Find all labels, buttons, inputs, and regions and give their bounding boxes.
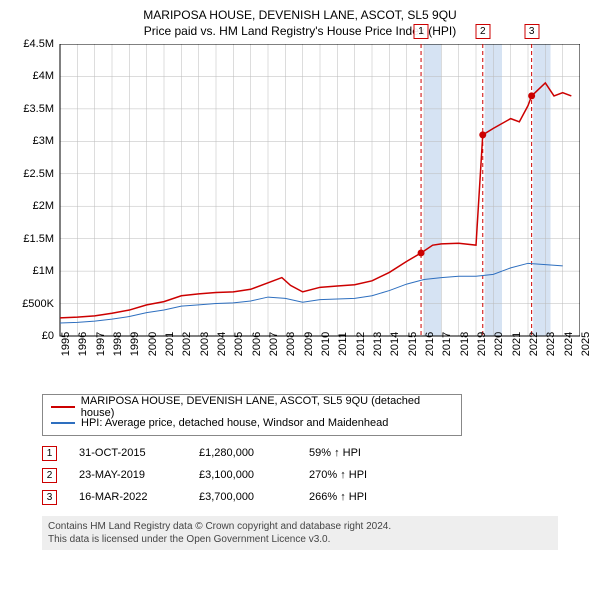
xtick-label: 2012 <box>355 332 367 356</box>
ytick-label: £4.5M <box>23 38 54 50</box>
xtick-label: 2017 <box>441 332 453 356</box>
sale-price-2: £3,100,000 <box>199 469 309 481</box>
xtick-label: 2014 <box>389 332 401 356</box>
xtick-label: 2020 <box>493 332 505 356</box>
sales-table: 1 31-OCT-2015 £1,280,000 59% ↑ HPI 2 23-… <box>42 442 588 508</box>
xtick-label: 2005 <box>233 332 245 356</box>
xtick-label: 1995 <box>60 332 72 356</box>
title-line1: MARIPOSA HOUSE, DEVENISH LANE, ASCOT, SL… <box>12 8 588 22</box>
xtick-label: 2008 <box>285 332 297 356</box>
footer-line2: This data is licensed under the Open Gov… <box>48 533 552 546</box>
ytick-label: £2M <box>33 200 54 212</box>
xtick-label: 2018 <box>459 332 471 356</box>
xtick-label: 2010 <box>320 332 332 356</box>
sale-date-3: 16-MAR-2022 <box>79 491 199 503</box>
xtick-label: 2001 <box>164 332 176 356</box>
xtick-label: 2015 <box>407 332 419 356</box>
sale-row-3: 3 16-MAR-2022 £3,700,000 266% ↑ HPI <box>42 486 588 508</box>
xtick-label: 2016 <box>424 332 436 356</box>
xtick-label: 1999 <box>129 332 141 356</box>
ytick-label: £1M <box>33 265 54 277</box>
sale-date-2: 23-MAY-2019 <box>79 469 199 481</box>
xtick-label: 2004 <box>216 332 228 356</box>
ytick-label: £0 <box>42 330 54 342</box>
xtick-label: 2022 <box>528 332 540 356</box>
xtick-label: 2023 <box>545 332 557 356</box>
xtick-label: 1996 <box>77 332 89 356</box>
ytick-label: £500K <box>22 298 54 310</box>
title-block: MARIPOSA HOUSE, DEVENISH LANE, ASCOT, SL… <box>12 8 588 38</box>
ytick-label: £3.5M <box>23 103 54 115</box>
footer-line1: Contains HM Land Registry data © Crown c… <box>48 520 552 533</box>
sale-date-1: 31-OCT-2015 <box>79 447 199 459</box>
footer-attribution: Contains HM Land Registry data © Crown c… <box>42 516 558 550</box>
sale-row-2: 2 23-MAY-2019 £3,100,000 270% ↑ HPI <box>42 464 588 486</box>
xtick-label: 2013 <box>372 332 384 356</box>
sale-marker-1: 1 <box>42 446 57 461</box>
chart-area: £0£500K£1M£1.5M£2M£2.5M£3M£3.5M£4M£4.5M … <box>20 44 580 384</box>
sale-price-1: £1,280,000 <box>199 447 309 459</box>
chart-container: MARIPOSA HOUSE, DEVENISH LANE, ASCOT, SL… <box>0 0 600 590</box>
xtick-label: 1998 <box>112 332 124 356</box>
xtick-label: 2003 <box>199 332 211 356</box>
xtick-label: 2011 <box>337 332 349 356</box>
sale-marker-flag: 1 <box>414 24 429 39</box>
ytick-label: £4M <box>33 70 54 82</box>
legend-swatch-property <box>51 406 75 408</box>
xtick-label: 2006 <box>251 332 263 356</box>
sale-marker-3: 3 <box>42 490 57 505</box>
xtick-label: 2019 <box>476 332 488 356</box>
xtick-label: 2002 <box>181 332 193 356</box>
legend-box: MARIPOSA HOUSE, DEVENISH LANE, ASCOT, SL… <box>42 394 462 436</box>
sale-pct-2: 270% ↑ HPI <box>309 469 429 481</box>
xtick-label: 1997 <box>95 332 107 356</box>
ytick-label: £1.5M <box>23 233 54 245</box>
xtick-label: 2007 <box>268 332 280 356</box>
sale-marker-flag: 3 <box>524 24 539 39</box>
sale-marker-1-num: 1 <box>47 448 53 459</box>
legend-row-property: MARIPOSA HOUSE, DEVENISH LANE, ASCOT, SL… <box>51 399 453 415</box>
xtick-label: 2000 <box>147 332 159 356</box>
title-line2: Price paid vs. HM Land Registry's House … <box>12 24 588 38</box>
sale-pct-1: 59% ↑ HPI <box>309 447 429 459</box>
legend-label-hpi: HPI: Average price, detached house, Wind… <box>81 417 388 429</box>
chart-svg <box>20 44 580 344</box>
sale-pct-3: 266% ↑ HPI <box>309 491 429 503</box>
sale-marker-3-num: 3 <box>47 492 53 503</box>
sale-price-3: £3,700,000 <box>199 491 309 503</box>
sale-marker-2: 2 <box>42 468 57 483</box>
xtick-label: 2025 <box>580 332 592 356</box>
sale-marker-2-num: 2 <box>47 470 53 481</box>
legend-label-property: MARIPOSA HOUSE, DEVENISH LANE, ASCOT, SL… <box>81 395 453 419</box>
legend-swatch-hpi <box>51 422 75 424</box>
ytick-label: £3M <box>33 135 54 147</box>
sale-row-1: 1 31-OCT-2015 £1,280,000 59% ↑ HPI <box>42 442 588 464</box>
xtick-label: 2009 <box>303 332 315 356</box>
xtick-label: 2021 <box>511 332 523 356</box>
ytick-label: £2.5M <box>23 168 54 180</box>
sale-marker-flag: 2 <box>475 24 490 39</box>
xtick-label: 2024 <box>563 332 575 356</box>
